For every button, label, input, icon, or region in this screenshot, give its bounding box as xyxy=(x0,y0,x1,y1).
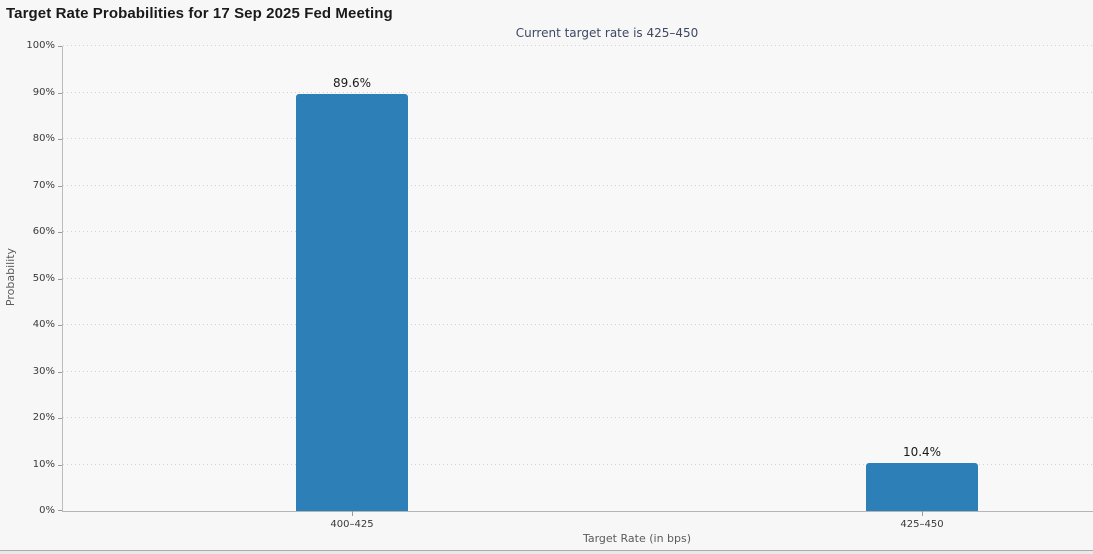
y-axis-tick xyxy=(58,418,62,419)
gridline xyxy=(63,231,1093,232)
y-tick-label: 90% xyxy=(32,86,55,98)
y-tick-label: 40% xyxy=(32,319,55,330)
chart-title: Target Rate Probabilities for 17 Sep 202… xyxy=(6,5,393,22)
gridline xyxy=(63,138,1093,139)
bar-425-450[interactable] xyxy=(866,462,978,511)
gridline xyxy=(63,463,1093,465)
y-axis-tick xyxy=(58,325,62,326)
y-axis-tick xyxy=(58,464,62,466)
plot-area: Probability Target Rate (in bps) 0% 10% 20… xyxy=(4,40,1093,545)
chart-subtitle: Current target rate is 425–450 xyxy=(515,26,699,40)
y-tick-label: 80% xyxy=(32,133,55,144)
y-tick-label: 20% xyxy=(32,412,55,423)
gridline xyxy=(63,370,1093,372)
y-axis-tick xyxy=(58,92,62,94)
y-tick-label: 60% xyxy=(32,226,55,237)
y-axis-tick xyxy=(58,232,62,233)
bar-400-425[interactable] xyxy=(296,94,408,511)
y-tick-label: 50% xyxy=(32,272,55,284)
y-axis-tick xyxy=(58,139,62,140)
y-tick-label: 30% xyxy=(32,365,55,377)
gridline xyxy=(63,184,1093,186)
x-axis-tick xyxy=(352,511,353,516)
y-tick-label: 70% xyxy=(32,179,55,191)
y-axis-tick xyxy=(58,278,62,280)
x-axis-title: Target Rate (in bps) xyxy=(582,532,692,545)
y-axis-tick xyxy=(58,185,62,187)
gridline xyxy=(63,417,1093,418)
gridline xyxy=(63,277,1093,279)
bar-value-label: 10.4% xyxy=(902,444,942,459)
gridline xyxy=(63,324,1093,325)
y-axis-tick xyxy=(58,510,62,511)
x-tick-label: 425–450 xyxy=(900,519,944,530)
y-tick-label: 100% xyxy=(26,40,55,51)
gridline xyxy=(63,91,1093,93)
window-bottom-edge xyxy=(0,550,1093,554)
x-tick-label: 400–425 xyxy=(330,519,374,530)
bar-value-label: 89.6% xyxy=(332,76,372,91)
y-tick-label: 0% xyxy=(39,505,55,516)
y-tick-label: 10% xyxy=(32,458,55,470)
gridline xyxy=(63,45,1093,46)
x-axis-tick xyxy=(922,511,923,516)
y-axis-tick xyxy=(58,46,62,47)
y-axis-tick xyxy=(58,371,62,373)
